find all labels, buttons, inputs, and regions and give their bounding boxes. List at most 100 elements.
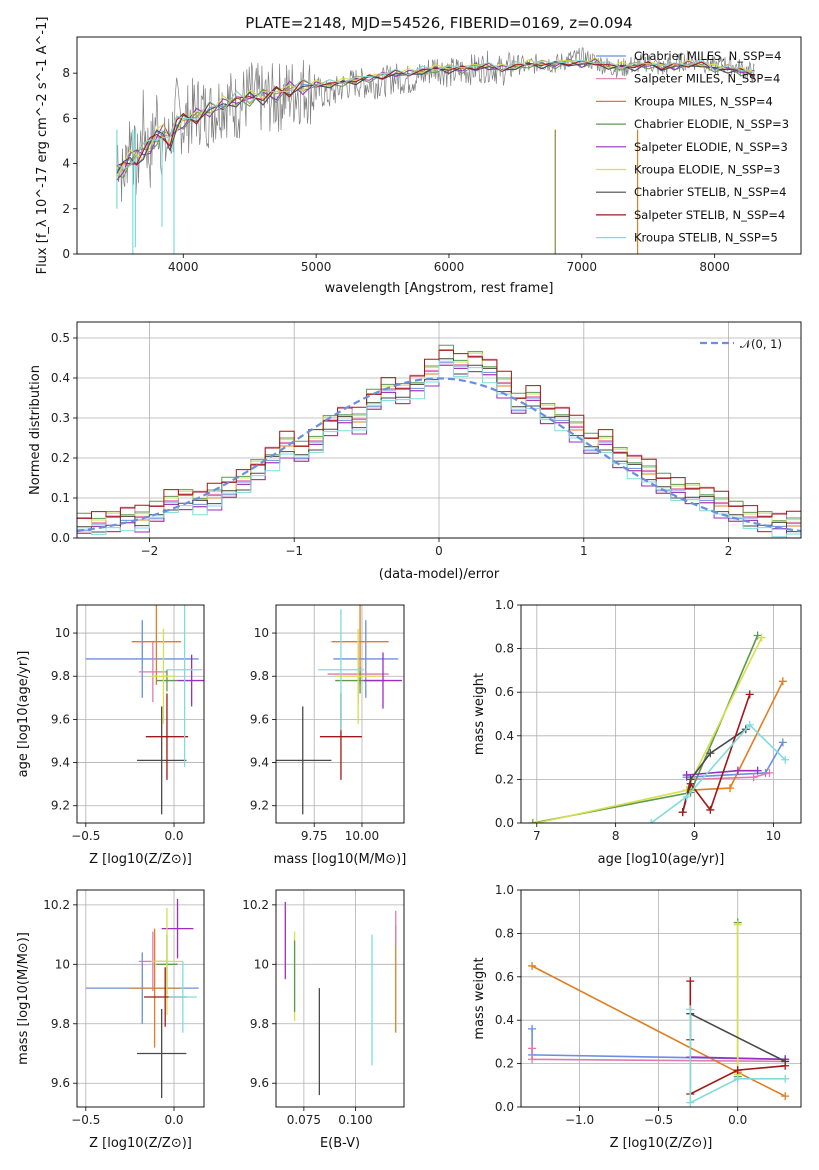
- x-tick-label: −0.5: [71, 829, 100, 843]
- weight-marker: [686, 977, 695, 986]
- y-tick-label: 9.6: [51, 1076, 70, 1090]
- x-axis-label: wavelength [Angstrom, rest frame]: [325, 281, 554, 296]
- axes-spectrum: 4000 5000 6000 7000 8000 0 2 4 6 8 PLATE=2148, MJD…: [35, 14, 802, 296]
- y-tick-label: 10: [55, 957, 70, 971]
- plot-area: [276, 605, 403, 815]
- weight-marker: [749, 773, 758, 782]
- x-tick-label: −1: [285, 544, 303, 558]
- weight-line: [536, 637, 763, 823]
- weight-marker: [778, 677, 787, 686]
- y-tick-label: 9.6: [250, 712, 269, 726]
- y-tick-label: 10.2: [43, 898, 70, 912]
- y-tick-label: 1.0: [495, 598, 514, 612]
- x-tick-label: 4000: [168, 260, 199, 274]
- y-tick-label: 4: [62, 157, 70, 171]
- weight-marker: [528, 1055, 537, 1064]
- y-tick-label: 9.4: [51, 756, 70, 770]
- y-tick-label: 0.2: [51, 451, 70, 465]
- error-bar-point: [151, 628, 176, 724]
- weight-marker: [682, 792, 691, 801]
- weight-marker: [733, 1074, 742, 1083]
- x-tick-label: 8: [612, 829, 620, 843]
- x-axis-label: E(B-V): [320, 1136, 360, 1151]
- y-tick-label: 10: [254, 957, 269, 971]
- y-tick-label: 0.4: [495, 1013, 514, 1027]
- weight-marker: [781, 1092, 790, 1101]
- axes-frame: [76, 604, 205, 824]
- y-tick-label: 0.2: [495, 772, 514, 786]
- chart-title: PLATE=2148, MJD=54526, FIBERID=0169, z=0…: [245, 14, 632, 32]
- y-tick-label: 8: [62, 66, 70, 80]
- weight-line: [689, 1009, 786, 1104]
- x-tick-label: 8000: [699, 260, 730, 274]
- y-tick-label: 9.8: [250, 669, 269, 683]
- weight-marker: [781, 1061, 790, 1070]
- y-tick-label: 0.6: [495, 970, 514, 984]
- weight-marker: [686, 1005, 695, 1014]
- axes-z-weight: −1.0 −0.5 0.0 0.0 0.2 0.4 0.6 0.8 1.0 Z [log10(Z/…: [472, 883, 802, 1151]
- y-axis-label: age [log10(age/yr)]: [16, 651, 31, 778]
- x-tick-label: −0.5: [71, 1113, 100, 1127]
- weight-line: [532, 635, 759, 823]
- y-axis-label: mass [log10(M/M⊙)]: [16, 932, 31, 1065]
- y-tick-label: 6: [62, 111, 70, 125]
- axes-age-weight: 7 8 9 10 0.0 0.2 0.4 0.6 0.8 1.0 age [log10(age/yr…: [472, 598, 802, 867]
- y-axis-label: Normed distribution: [28, 365, 43, 495]
- y-tick-label: 0.4: [51, 371, 70, 385]
- weight-marker: [765, 768, 774, 777]
- weight-marker: [745, 690, 754, 699]
- weight-line: [650, 723, 786, 823]
- weight-marker: [532, 819, 541, 823]
- error-bar-point: [318, 609, 364, 731]
- axes-mass-age: 9.75 10.00 9.2 9.4 9.6 9.8 10 mass [log10(M/M⊙)…: [250, 604, 406, 867]
- axes-frame: [275, 889, 405, 1108]
- error-bar-point: [131, 605, 182, 685]
- y-tick-label: 9.8: [250, 1017, 269, 1031]
- axes-z-age: −0.5 0.0 9.2 9.4 9.6 9.8 10 Z [log10(Z/Z⊙)] age …: [16, 604, 205, 867]
- model-line: [116, 61, 755, 174]
- error-bar-point: [85, 620, 199, 698]
- legend-label: 𝒩(0, 1): [740, 337, 782, 351]
- x-tick-label: 0.100: [338, 1113, 372, 1127]
- x-tick-label: 1: [580, 544, 588, 558]
- weight-marker: [733, 920, 742, 929]
- x-tick-label: 10.00: [345, 829, 379, 843]
- x-tick-label: 0.0: [164, 829, 183, 843]
- y-tick-label: 0.2: [495, 1057, 514, 1071]
- weight-marker: [706, 805, 715, 814]
- y-tick-label: 2: [62, 202, 70, 216]
- error-bar-point: [136, 1008, 187, 1099]
- plot-area: [85, 605, 204, 815]
- weight-marker: [778, 738, 787, 747]
- weight-marker: [706, 749, 715, 758]
- y-tick-label: 9.6: [51, 712, 70, 726]
- y-tick-label: 0.1: [51, 491, 70, 505]
- x-tick-label: 2: [725, 544, 733, 558]
- plot-area: [528, 918, 790, 1107]
- x-tick-label: 9: [691, 829, 699, 843]
- legend-label: Chabrier MILES, N_SSP=4: [634, 49, 781, 63]
- legend-label: Kroupa STELIB, N_SSP=5: [634, 231, 778, 245]
- error-bar-point: [156, 669, 178, 692]
- y-tick-label: 10: [254, 626, 269, 640]
- y-tick-label: 9.6: [250, 1076, 269, 1090]
- weight-marker: [528, 961, 537, 970]
- y-tick-label: 9.2: [51, 799, 70, 813]
- x-tick-label: 0: [435, 544, 443, 558]
- error-bar-point: [166, 605, 203, 767]
- error-bar-point: [335, 628, 382, 724]
- y-tick-label: 9.8: [51, 1017, 70, 1031]
- y-tick-label: 0.4: [495, 729, 514, 743]
- y-tick-label: 0.3: [51, 411, 70, 425]
- gaussian-curve: [77, 377, 801, 533]
- legend-label: Salpeter ELODIE, N_SSP=3: [634, 140, 788, 154]
- weight-marker: [528, 819, 537, 823]
- x-axis-label: Z [log10(Z/Z⊙)]: [89, 1136, 192, 1151]
- error-bar-point: [363, 652, 403, 709]
- legend-label: Kroupa MILES, N_SSP=4: [634, 94, 773, 108]
- x-tick-label: 9.75: [301, 829, 328, 843]
- axes-ebv-mass: 0.075 0.100 9.6 9.8 10 10.2 E(B-V): [242, 889, 405, 1151]
- weight-line: [681, 694, 751, 813]
- y-tick-label: 9.2: [250, 799, 269, 813]
